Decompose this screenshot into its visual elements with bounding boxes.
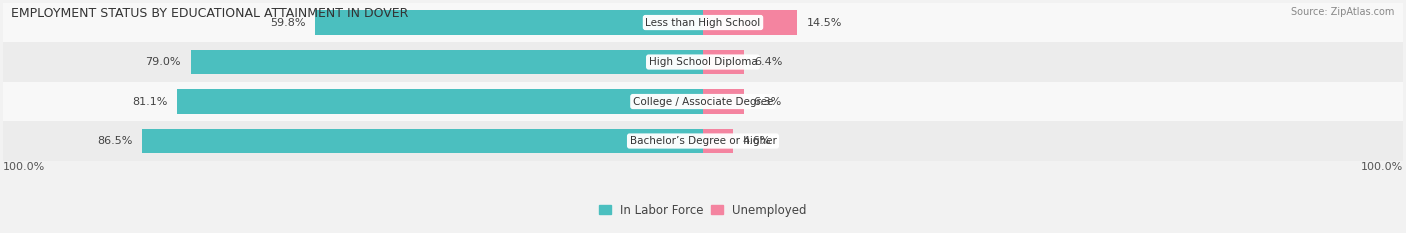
Bar xyxy=(142,129,703,153)
Text: College / Associate Degree: College / Associate Degree xyxy=(633,96,773,106)
Text: 86.5%: 86.5% xyxy=(97,136,132,146)
Text: 100.0%: 100.0% xyxy=(3,161,45,171)
Text: 6.3%: 6.3% xyxy=(754,96,782,106)
Text: 4.6%: 4.6% xyxy=(742,136,770,146)
Text: 14.5%: 14.5% xyxy=(807,17,842,27)
Text: EMPLOYMENT STATUS BY EDUCATIONAL ATTAINMENT IN DOVER: EMPLOYMENT STATUS BY EDUCATIONAL ATTAINM… xyxy=(11,7,409,20)
Text: Less than High School: Less than High School xyxy=(645,17,761,27)
Text: 6.4%: 6.4% xyxy=(754,57,783,67)
Text: 100.0%: 100.0% xyxy=(1361,161,1403,171)
Bar xyxy=(703,129,733,153)
Text: 81.1%: 81.1% xyxy=(132,96,167,106)
Bar xyxy=(191,50,703,74)
Bar xyxy=(177,89,703,114)
Bar xyxy=(3,3,1403,42)
Bar xyxy=(3,82,1403,121)
Bar xyxy=(315,10,703,35)
Bar xyxy=(3,121,1403,161)
Bar xyxy=(703,50,745,74)
Text: Source: ZipAtlas.com: Source: ZipAtlas.com xyxy=(1291,7,1395,17)
Text: High School Diploma: High School Diploma xyxy=(648,57,758,67)
Text: 79.0%: 79.0% xyxy=(146,57,181,67)
Text: Bachelor’s Degree or higher: Bachelor’s Degree or higher xyxy=(630,136,776,146)
Text: 59.8%: 59.8% xyxy=(270,17,305,27)
Bar xyxy=(703,89,744,114)
Bar xyxy=(3,42,1403,82)
Legend: In Labor Force, Unemployed: In Labor Force, Unemployed xyxy=(595,199,811,221)
Bar xyxy=(703,10,797,35)
